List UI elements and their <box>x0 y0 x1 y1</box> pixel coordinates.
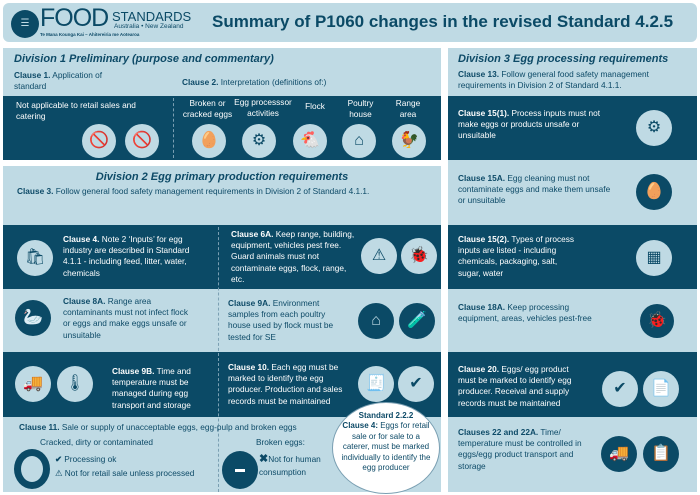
def-range-area: Range area <box>395 98 421 120</box>
rooster-icon: 🐓 <box>392 124 426 158</box>
thermometer-clock-icon: 🌡 <box>57 366 93 402</box>
clause15a: Clause 15A. Egg cleaning must not contam… <box>458 173 611 206</box>
def-flock: Flock <box>305 101 325 111</box>
clause15-2: Clause 15(2). Types of process inputs ar… <box>458 234 575 278</box>
div1-header-band <box>3 48 441 96</box>
clause20: Clause 20. Eggs/ egg product must be mar… <box>458 364 572 408</box>
cracked-egg-icon <box>14 449 50 489</box>
clause3: Clause 3. Follow general food safety man… <box>17 186 370 196</box>
logo-region: Australia • New Zealand <box>114 23 184 30</box>
div3-header-band <box>448 48 697 96</box>
standard-222-bubble: Standard 2.2.2 Clause 4: Eggs for retail… <box>332 402 440 494</box>
def-broken-eggs: Broken or cracked eggs <box>182 98 233 120</box>
fsanz-logo-icon: ☰ <box>11 10 39 38</box>
warning-icon: ⚠ <box>55 468 65 478</box>
egg-processor-icon: ⚙ <box>242 124 276 158</box>
clause10: Clause 10. Each egg must be marked to id… <box>228 362 343 406</box>
receipt-icon: 🧾 <box>358 366 394 402</box>
poultry-house-icon: ⌂ <box>342 124 376 158</box>
div1-title: Division 1 Preliminary (purpose and comm… <box>14 53 274 65</box>
chickens-icon: 🐔 <box>293 124 327 158</box>
div2-header-band <box>3 166 441 225</box>
broken-title: Broken eggs: <box>256 437 305 447</box>
egg-carton-icon: ▦ <box>636 240 672 276</box>
divider <box>173 98 174 158</box>
logo-maori: Te Mana Kounga Kai – Ahitereiria me Aote… <box>40 32 140 37</box>
processing-ok: ✔ Processing ok <box>55 454 117 464</box>
page-title: Summary of P1060 changes in the revised … <box>212 12 674 31</box>
egg-processing-machine-icon: ⚙ <box>636 110 672 146</box>
logo-main: FOOD <box>40 4 109 32</box>
logo-sub: STANDARDS <box>112 9 192 24</box>
clause13: Clause 13. Follow general food safety ma… <box>458 69 649 91</box>
cracked-title: Cracked, dirty or contaminated <box>40 437 153 447</box>
test-tubes-icon: 🧪 <box>399 303 435 339</box>
bubble-title: Standard 2.2.2 <box>358 411 414 420</box>
clause9a: Clause 9A. Environment samples from each… <box>228 298 334 342</box>
guard-dog-warning-icon: ⚠ <box>361 238 397 274</box>
stamp-icon: ✔ <box>602 371 638 407</box>
not-human: ✖Not for human consumption <box>259 453 321 477</box>
no-catering-icon: 🚫 <box>125 124 159 158</box>
def-poultry-house: Poultry house <box>347 98 374 120</box>
stamp-icon: ✔ <box>398 366 434 402</box>
clause18a: Clause 18A. Keep processing equipment, a… <box>458 302 592 324</box>
clause11: Clause 11. Sale or supply of unacceptabl… <box>19 422 297 432</box>
clipboard-clock-icon: 📋 <box>643 436 679 472</box>
broken-egg-icon: ▬ <box>222 451 258 489</box>
header <box>3 3 697 42</box>
poultry-house-icon: ⌂ <box>358 303 394 339</box>
check-icon: ✔ <box>55 454 65 464</box>
not-retail: ⚠ Not for retail sale unless processed <box>55 468 195 478</box>
def-egg-processor: Egg processsor activities <box>234 97 292 119</box>
cross-icon: ✖ <box>259 453 269 465</box>
no-grocery-basket-icon: 🚫 <box>82 124 116 158</box>
divider <box>218 227 219 492</box>
div2-title: Division 2 Egg primary production requir… <box>95 171 349 183</box>
egg-washing-icon: 🥚 <box>636 174 672 210</box>
warehouse-truck-icon: 🚚 <box>15 366 51 402</box>
clause6a: Clause 6A. Keep range, building, equipme… <box>231 229 355 284</box>
no-pests-icon: 🐞 <box>401 238 437 274</box>
clause8a: Clause 8A. Range area contaminants must … <box>63 296 188 340</box>
not-applicable-text: Not applicable to retail sales and cater… <box>16 100 136 122</box>
div3-title: Division 3 Egg processing requirements <box>458 53 669 65</box>
clause1: Clause 1. Application of standard <box>14 70 103 92</box>
documents-icon: 📄 <box>643 371 679 407</box>
warehouse-truck-icon: 🚚 <box>601 436 637 472</box>
bird-icon: 🦢 <box>15 300 51 336</box>
clause15-1: Clause 15(1). Process inputs must not ma… <box>458 108 601 141</box>
clause9b: Clause 9B. Time and temperature must be … <box>112 366 191 410</box>
cracked-eggs-icon: 🥚 <box>192 124 226 158</box>
clause22: Clauses 22 and 22A. Time/ temperature mu… <box>458 427 582 471</box>
no-pests-icon: 🐞 <box>640 304 674 338</box>
feed-bag-icon: 🛍 <box>17 240 53 276</box>
clause4: Clause 4. Note 2 ‘Inputs’ for egg indust… <box>63 234 190 278</box>
clause2: Clause 2. Interpretation (definitions of… <box>182 77 327 87</box>
